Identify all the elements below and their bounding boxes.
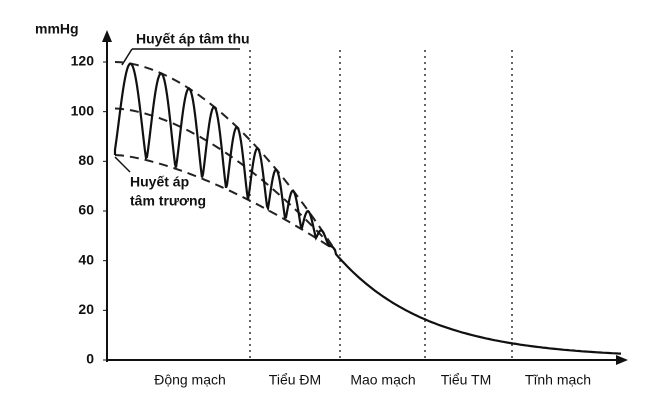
- region-label: Tĩnh mạch: [525, 372, 591, 388]
- y-tick-label: 60: [78, 202, 94, 218]
- y-tick-label: 100: [71, 102, 95, 118]
- pressure-curve: [113, 62, 622, 355]
- y-arrow: [102, 30, 112, 42]
- y-ticks: 0 20 40 60 80 100 120: [71, 53, 107, 367]
- region-labels: Động mạch Tiểu ĐM Mao mạch Tiểu TM Tĩnh mạch: [154, 372, 591, 388]
- pressure-curves: [113, 61, 622, 355]
- region-label: Tiểu ĐM: [269, 372, 321, 388]
- y-tick-label: 40: [78, 251, 94, 267]
- diastolic-label: Huyết áp: [130, 174, 189, 190]
- y-tick-label: 0: [86, 351, 94, 367]
- y-tick-label: 120: [71, 53, 95, 69]
- systolic-label: Huyết áp tâm thu: [136, 31, 250, 47]
- region-label: Mao mạch: [350, 372, 415, 388]
- x-arrow: [616, 355, 628, 365]
- diastolic-label: tâm trương: [130, 193, 206, 209]
- axis-unit: mmHg: [35, 21, 79, 37]
- separators: [249, 50, 513, 360]
- diastolic-pointer: [114, 156, 131, 173]
- y-tick-label: 20: [78, 301, 94, 317]
- y-tick-label: 80: [78, 152, 94, 168]
- region-label: Động mạch: [154, 372, 226, 388]
- region-label: Tiểu TM: [441, 372, 492, 388]
- envelope: [114, 61, 335, 250]
- envelope: [114, 154, 335, 251]
